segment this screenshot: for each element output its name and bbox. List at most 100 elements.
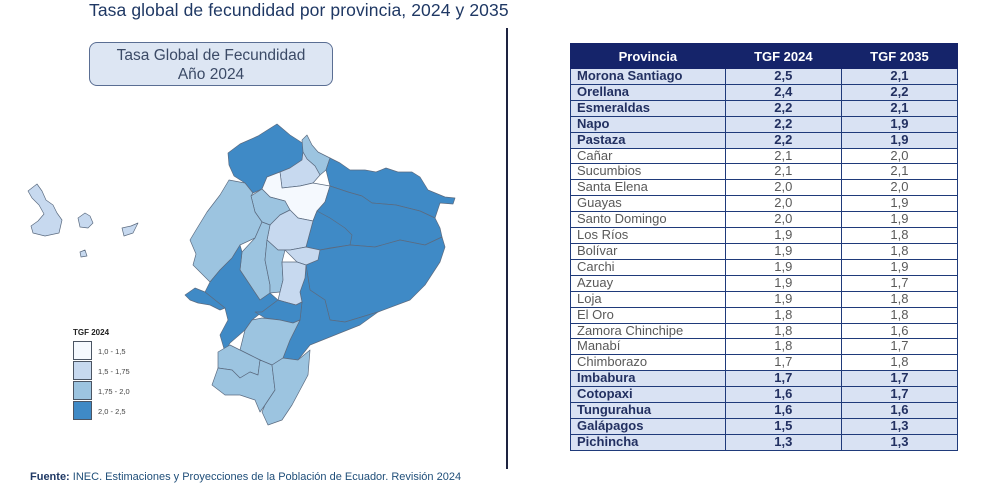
cell-provincia: Napo: [570, 115, 726, 133]
table-row: Manabí 1,8 1,7: [570, 338, 959, 356]
cell-provincia: Esmeraldas: [570, 99, 726, 117]
table-row: Carchi 1,9 1,9: [570, 258, 959, 276]
table-row: Guayas 2,0 1,9: [570, 195, 959, 213]
legend-swatch: [73, 381, 92, 400]
header-tgf-2024: TGF 2024: [724, 43, 842, 69]
map-title-line1: Tasa Global de Fecundidad: [116, 47, 306, 64]
table-row: Los Ríos 1,9 1,8: [570, 227, 959, 244]
cell-tgf-2035: 2,1: [840, 163, 959, 181]
cell-tgf-2024: 1,5: [724, 417, 842, 435]
cell-tgf-2035: 1,9: [840, 195, 959, 213]
cell-tgf-2035: 1,8: [840, 227, 959, 244]
table-row: Sucumbios 2,1 2,1: [570, 163, 959, 181]
tgf-table-container: Provincia TGF 2024 TGF 2035 Morona Santi…: [570, 43, 959, 451]
cell-provincia: Pichincha: [570, 433, 726, 451]
cell-tgf-2024: 2,4: [724, 83, 842, 101]
cell-provincia: Sucumbios: [570, 163, 726, 181]
table-row: Orellana 2,4 2,2: [570, 83, 959, 101]
cell-provincia: Morona Santiago: [570, 68, 726, 85]
legend-label: 1,75 - 2,0: [98, 386, 130, 396]
cell-provincia: Zamora Chinchipe: [570, 322, 726, 340]
cell-tgf-2024: 2,5: [724, 68, 842, 85]
cell-provincia: Cotopaxi: [570, 386, 726, 404]
cell-tgf-2035: 2,0: [840, 147, 959, 165]
cell-tgf-2024: 1,8: [724, 306, 842, 324]
table-row: Loja 1,9 1,8: [570, 290, 959, 308]
legend-swatch: [73, 341, 92, 360]
tgf-table: Provincia TGF 2024 TGF 2035 Morona Santi…: [570, 43, 959, 451]
table-row: Cotopaxi 1,6 1,7: [570, 386, 959, 404]
legend-swatch: [73, 401, 92, 420]
legend-label: 1,0 - 1,5: [98, 346, 126, 356]
cell-tgf-2035: 1,7: [840, 338, 959, 356]
table-row: Morona Santiago 2,5 2,1: [570, 68, 959, 85]
cell-tgf-2035: 1,7: [840, 370, 959, 388]
cell-tgf-2024: 2,0: [724, 211, 842, 229]
table-row: Bolívar 1,9 1,8: [570, 242, 959, 260]
table-row: Tungurahua 1,6 1,6: [570, 402, 959, 419]
map-title-box: Tasa Global de Fecundidad Año 2024: [89, 42, 333, 86]
cell-tgf-2035: 1,7: [840, 274, 959, 292]
page-title: Tasa global de fecundidad por provincia,…: [89, 0, 509, 20]
legend-item: 2,0 - 2,5: [73, 401, 130, 421]
table-row: Cañar 2,1 2,0: [570, 147, 959, 165]
legend-label: 2,0 - 2,5: [98, 406, 126, 416]
table-row: Chimborazo 1,7 1,8: [570, 354, 959, 372]
cell-tgf-2035: 1,6: [840, 322, 959, 340]
cell-tgf-2024: 2,0: [724, 195, 842, 213]
table-row: Esmeraldas 2,2 2,1: [570, 99, 959, 117]
cell-tgf-2024: 2,2: [724, 99, 842, 117]
cell-tgf-2024: 2,2: [724, 115, 842, 133]
header-tgf-2035: TGF 2035: [840, 43, 959, 69]
cell-tgf-2024: 2,2: [724, 131, 842, 149]
table-row: Santa Elena 2,0 2,0: [570, 179, 959, 197]
cell-provincia: Santo Domingo: [570, 211, 726, 229]
cell-provincia: Azuay: [570, 274, 726, 292]
cell-provincia: Galápagos: [570, 417, 726, 435]
cell-provincia: Orellana: [570, 83, 726, 101]
cell-tgf-2035: 1,3: [840, 417, 959, 435]
cell-tgf-2035: 1,6: [840, 402, 959, 419]
cell-tgf-2035: 2,1: [840, 99, 959, 117]
cell-tgf-2035: 1,9: [840, 131, 959, 149]
cell-tgf-2035: 1,8: [840, 306, 959, 324]
legend-item: 1,0 - 1,5: [73, 341, 130, 361]
cell-tgf-2024: 1,9: [724, 242, 842, 260]
table-row: Zamora Chinchipe 1,8 1,6: [570, 322, 959, 340]
cell-tgf-2024: 1,6: [724, 386, 842, 404]
table-row: Pastaza 2,2 1,9: [570, 131, 959, 149]
cell-tgf-2024: 1,9: [724, 227, 842, 244]
table-row: Galápagos 1,5 1,3: [570, 417, 959, 435]
cell-provincia: Loja: [570, 290, 726, 308]
cell-tgf-2035: 2,1: [840, 68, 959, 85]
legend-title: TGF 2024: [73, 328, 110, 337]
cell-tgf-2024: 1,3: [724, 433, 842, 451]
cell-tgf-2024: 1,9: [724, 274, 842, 292]
table-row: Napo 2,2 1,9: [570, 115, 959, 133]
table-row: Azuay 1,9 1,7: [570, 274, 959, 292]
cell-provincia: Bolívar: [570, 242, 726, 260]
table-header-row: Provincia TGF 2024 TGF 2035: [570, 43, 959, 69]
table-row: Santo Domingo 2,0 1,9: [570, 211, 959, 229]
table-row: El Oro 1,8 1,8: [570, 306, 959, 324]
legend-item: 1,75 - 2,0: [73, 381, 130, 401]
cell-tgf-2024: 1,8: [724, 322, 842, 340]
cell-provincia: Guayas: [570, 195, 726, 213]
cell-provincia: Imbabura: [570, 370, 726, 388]
cell-provincia: Cañar: [570, 147, 726, 165]
cell-tgf-2035: 1,9: [840, 211, 959, 229]
cell-tgf-2035: 1,8: [840, 290, 959, 308]
table-row: Imbabura 1,7 1,7: [570, 370, 959, 388]
cell-tgf-2024: 2,1: [724, 147, 842, 165]
cell-tgf-2035: 1,8: [840, 354, 959, 372]
cell-provincia: Los Ríos: [570, 227, 726, 244]
cell-tgf-2035: 1,7: [840, 386, 959, 404]
cell-tgf-2024: 1,9: [724, 290, 842, 308]
legend-swatch: [73, 361, 92, 380]
cell-tgf-2035: 1,9: [840, 115, 959, 133]
cell-tgf-2024: 2,0: [724, 179, 842, 197]
table-row: Pichincha 1,3 1,3: [570, 433, 959, 451]
vertical-divider: [506, 28, 508, 469]
ecuador-choropleth-map: [27, 123, 456, 426]
cell-tgf-2024: 1,7: [724, 370, 842, 388]
